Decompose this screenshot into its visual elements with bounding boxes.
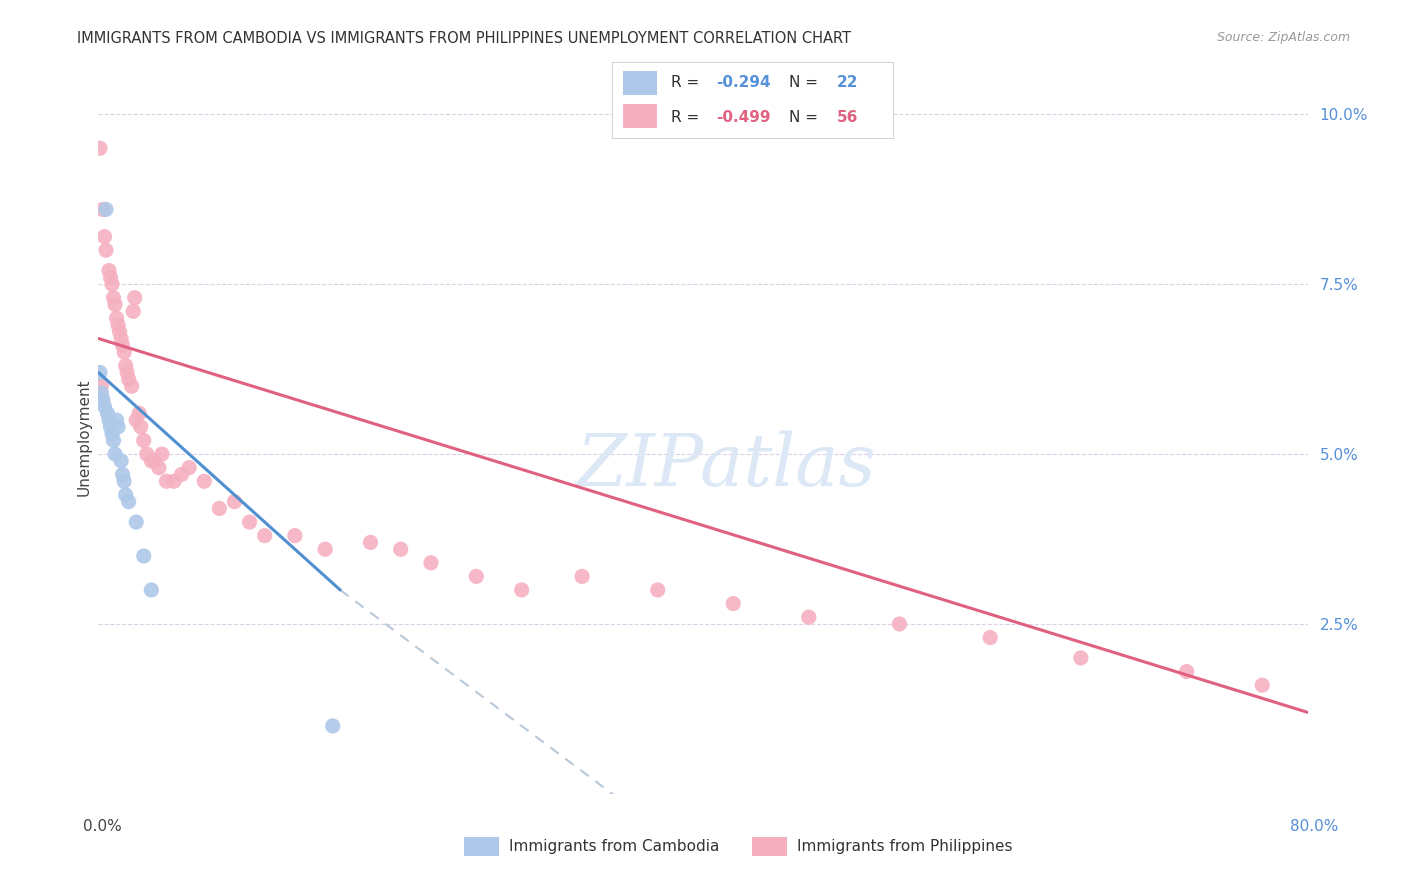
Point [510, 582, 533, 597]
Y-axis label: Unemployment: Unemployment [76, 378, 91, 496]
Point [128, 406, 150, 420]
Point [314, 542, 336, 557]
Point [118, 372, 141, 386]
Text: -0.499: -0.499 [716, 110, 770, 125]
Text: ZIPatlas: ZIPatlas [578, 430, 877, 501]
Point [179, 460, 201, 475]
Point [129, 420, 152, 434]
Point [253, 528, 276, 542]
Point [111, 467, 134, 482]
Point [100, 270, 122, 285]
Text: Source: ZipAtlas.com: Source: ZipAtlas.com [1216, 31, 1350, 45]
Point [101, 426, 124, 441]
Text: 22: 22 [837, 76, 858, 90]
Point [170, 467, 193, 482]
Point [103, 291, 125, 305]
Bar [623, 104, 657, 128]
Point [132, 549, 155, 563]
Point [420, 556, 443, 570]
Point [389, 542, 412, 557]
Text: Immigrants from Philippines: Immigrants from Philippines [797, 839, 1012, 854]
Text: IMMIGRANTS FROM CAMBODIA VS IMMIGRANTS FROM PHILIPPINES UNEMPLOYMENT CORRELATION: IMMIGRANTS FROM CAMBODIA VS IMMIGRANTS F… [77, 31, 851, 46]
Point [360, 535, 382, 549]
Point [979, 631, 1001, 645]
Point [111, 338, 134, 352]
Text: Immigrants from Cambodia: Immigrants from Cambodia [509, 839, 720, 854]
Point [647, 582, 669, 597]
Point [125, 413, 148, 427]
Point [98, 263, 121, 277]
Point [797, 610, 820, 624]
Point [94, 243, 117, 257]
Point [105, 311, 128, 326]
Point [124, 291, 146, 305]
Point [284, 528, 307, 542]
Point [91, 392, 114, 407]
Point [91, 202, 114, 217]
Point [112, 345, 135, 359]
Point [132, 434, 155, 448]
Point [141, 582, 163, 597]
Point [135, 447, 157, 461]
Point [122, 304, 145, 318]
Point [110, 454, 132, 468]
Point [110, 332, 132, 346]
Point [322, 719, 344, 733]
Point [1175, 665, 1198, 679]
Point [193, 475, 215, 489]
Point [141, 454, 163, 468]
Point [889, 617, 911, 632]
Point [224, 494, 246, 508]
Text: N =: N = [789, 110, 823, 125]
Point [104, 447, 127, 461]
Text: -0.294: -0.294 [716, 76, 770, 90]
Bar [623, 70, 657, 95]
Point [143, 454, 166, 468]
Point [163, 475, 186, 489]
Point [107, 420, 129, 434]
Point [103, 434, 125, 448]
Point [125, 515, 148, 529]
Point [104, 297, 127, 311]
Text: 56: 56 [837, 110, 858, 125]
Point [239, 515, 262, 529]
Point [112, 475, 135, 489]
Point [100, 420, 122, 434]
Point [465, 569, 488, 583]
Point [121, 379, 143, 393]
Point [101, 277, 124, 292]
Point [114, 488, 136, 502]
Point [93, 229, 115, 244]
Point [1070, 651, 1092, 665]
Point [96, 406, 118, 420]
Text: R =: R = [671, 76, 704, 90]
Point [108, 325, 131, 339]
Point [148, 460, 170, 475]
Point [89, 366, 111, 380]
Point [1251, 678, 1274, 692]
Point [114, 359, 136, 373]
Point [150, 447, 173, 461]
Point [98, 413, 121, 427]
Text: N =: N = [789, 76, 823, 90]
Point [89, 141, 111, 155]
Point [723, 597, 745, 611]
Point [155, 475, 177, 489]
Point [94, 202, 117, 217]
Point [115, 366, 138, 380]
Point [107, 318, 129, 332]
Point [118, 494, 141, 508]
Point [208, 501, 231, 516]
Point [90, 385, 112, 400]
Point [93, 400, 115, 414]
Text: R =: R = [671, 110, 704, 125]
Point [90, 379, 112, 393]
Text: 80.0%: 80.0% [1291, 820, 1339, 834]
Point [571, 569, 593, 583]
Text: 0.0%: 0.0% [83, 820, 122, 834]
Point [105, 413, 128, 427]
